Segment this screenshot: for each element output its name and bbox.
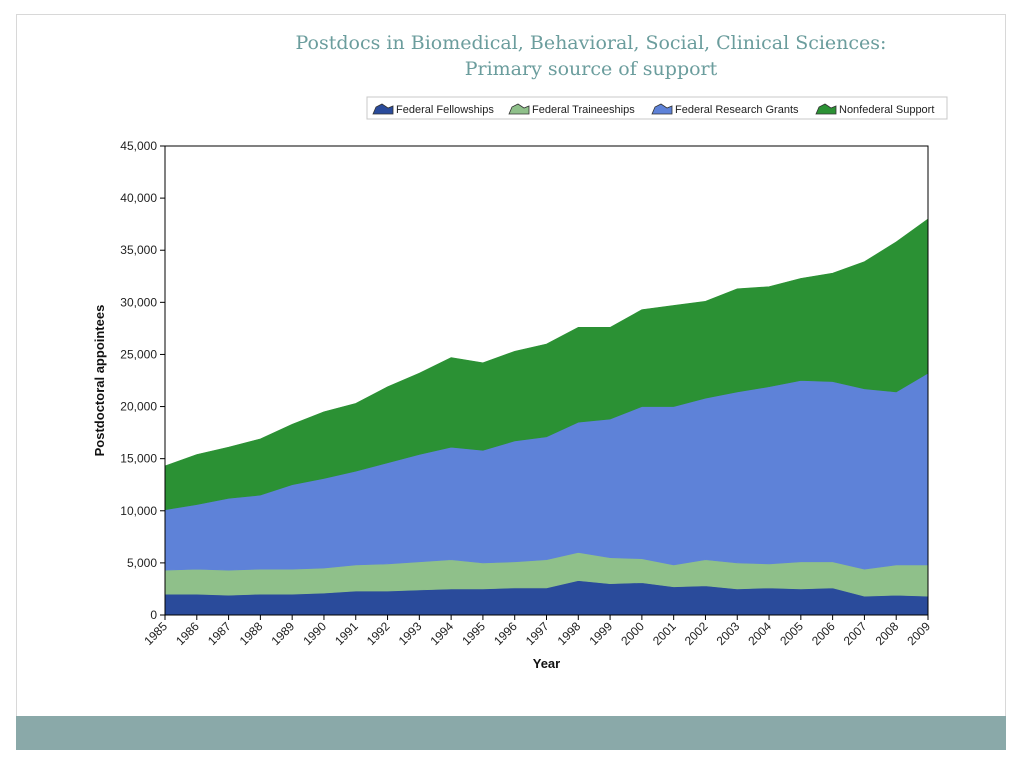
legend-swatch <box>815 103 837 115</box>
legend-label: Federal Traineeships <box>532 104 635 116</box>
x-axis: 1985 1986 1987 1988 1989 1990 1991 1992 1993 1994… <box>141 615 933 648</box>
slide-footer-bar <box>16 716 1006 750</box>
slide-title: Postdocs in Biomedical, Behavioral, Soci… <box>170 30 1012 82</box>
chart-legend: Federal Fellowships Federal Traineeships F… <box>366 96 948 120</box>
x-tick-label: 2001 <box>650 619 679 648</box>
legend-label: Nonfederal Support <box>839 104 934 116</box>
x-tick-label: 2006 <box>809 619 838 648</box>
slide-title-line1: Postdocs in Biomedical, Behavioral, Soci… <box>295 32 887 54</box>
legend-swatch <box>372 103 394 115</box>
y-tick-label: 40,000 <box>120 191 157 205</box>
x-tick-label: 2000 <box>618 619 647 648</box>
x-tick-label: 1998 <box>555 619 584 648</box>
x-tick-label: 2004 <box>745 619 774 648</box>
chart-areas <box>164 218 929 616</box>
x-tick-label: 1985 <box>141 619 170 648</box>
x-axis-title: Year <box>533 656 560 671</box>
x-tick-label: 1989 <box>269 619 298 648</box>
y-tick-label: 0 <box>150 608 157 622</box>
x-tick-label: 1986 <box>173 619 202 648</box>
x-tick-label: 1994 <box>427 619 456 648</box>
y-tick-label: 20,000 <box>120 400 157 414</box>
y-tick-label: 10,000 <box>120 504 157 518</box>
slide-title-line2: Primary source of support <box>464 58 718 80</box>
y-tick-label: 5,000 <box>127 556 157 570</box>
legend-swatch <box>651 103 673 115</box>
y-tick-label: 45,000 <box>120 139 157 153</box>
x-tick-label: 2009 <box>904 619 933 648</box>
y-tick-label: 30,000 <box>120 295 157 309</box>
x-tick-label: 1992 <box>364 619 393 648</box>
x-tick-label: 1995 <box>459 619 488 648</box>
y-tick-label: 35,000 <box>120 243 157 257</box>
legend-swatch <box>508 103 530 115</box>
x-tick-label: 1987 <box>205 619 234 648</box>
x-tick-label: 1996 <box>491 619 520 648</box>
y-axis: 0 5,000 10,000 15,000 20,000 25,000 30,000 35,0… <box>120 139 165 622</box>
x-tick-label: 1993 <box>396 619 425 648</box>
x-tick-label: 1990 <box>300 619 329 648</box>
legend-label: Federal Fellowships <box>396 104 494 116</box>
y-tick-label: 25,000 <box>120 347 157 361</box>
y-axis-title: Postdoctoral appointees <box>92 305 107 457</box>
x-tick-label: 2003 <box>714 619 743 648</box>
x-tick-label: 2007 <box>841 619 870 648</box>
x-tick-label: 2005 <box>777 619 806 648</box>
x-tick-label: 2008 <box>873 619 902 648</box>
x-tick-label: 1999 <box>586 619 615 648</box>
x-tick-label: 1997 <box>523 619 552 648</box>
x-tick-label: 2002 <box>682 619 711 648</box>
y-tick-label: 15,000 <box>120 452 157 466</box>
x-tick-label: 1991 <box>332 619 361 648</box>
legend-label: Federal Research Grants <box>675 104 799 116</box>
x-tick-label: 1988 <box>237 619 266 648</box>
